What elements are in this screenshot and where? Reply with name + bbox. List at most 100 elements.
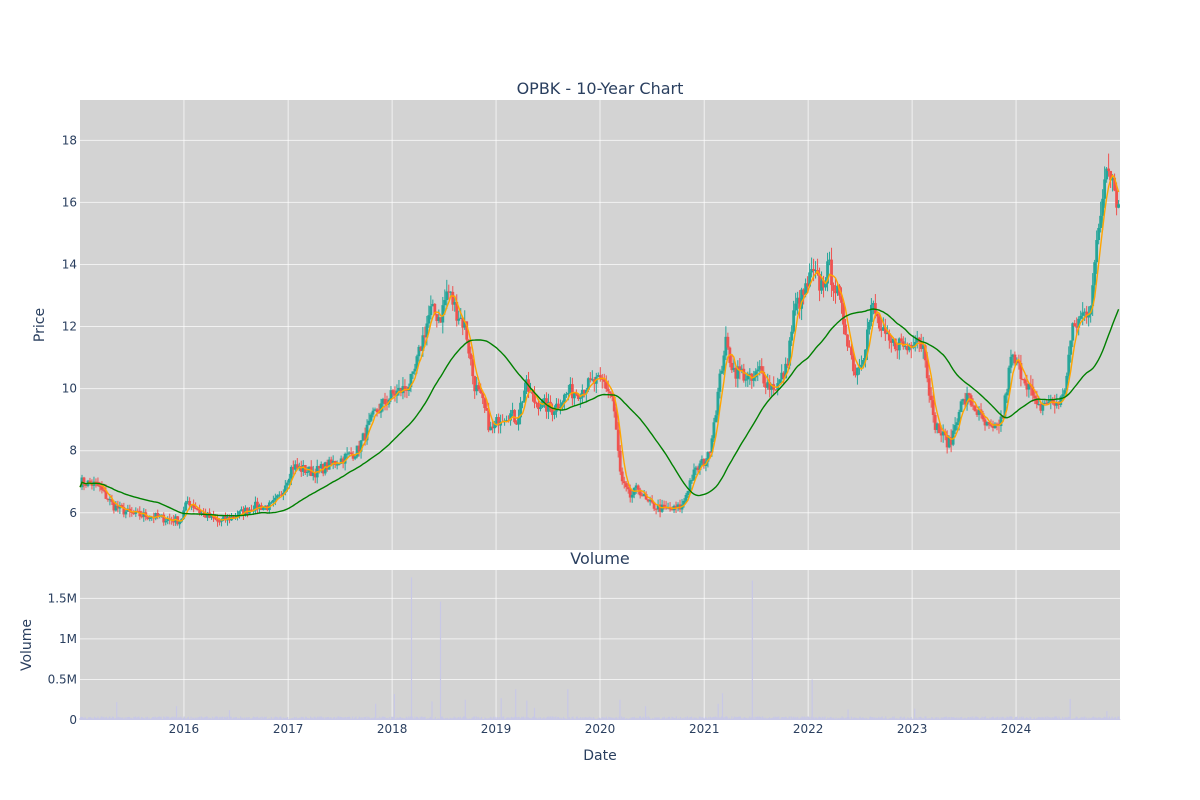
volume-bar bbox=[824, 716, 826, 720]
volume-bar bbox=[876, 718, 878, 720]
volume-bar bbox=[938, 718, 941, 720]
volume-bar bbox=[181, 717, 183, 720]
volume-bar bbox=[679, 716, 682, 720]
volume-bar bbox=[1090, 718, 1092, 720]
volume-bar bbox=[226, 716, 228, 720]
volume-bar bbox=[210, 717, 212, 720]
candle-body bbox=[877, 316, 881, 329]
candle-body bbox=[405, 389, 409, 392]
candle-body bbox=[879, 328, 883, 331]
volume-bar bbox=[250, 718, 252, 720]
volume-bar bbox=[360, 717, 362, 720]
candle-body bbox=[369, 414, 373, 421]
volume-bar bbox=[513, 717, 515, 720]
volume-bar bbox=[231, 718, 233, 720]
volume-bar bbox=[156, 718, 158, 720]
candle-body bbox=[523, 390, 526, 402]
volume-bar bbox=[826, 719, 828, 720]
volume-bar bbox=[324, 717, 326, 720]
candle-body bbox=[716, 391, 720, 416]
volume-bar bbox=[348, 716, 350, 720]
volume-bar bbox=[265, 716, 267, 720]
volume-bar bbox=[750, 718, 752, 720]
volume-bar bbox=[373, 717, 375, 720]
volume-bar bbox=[789, 716, 791, 720]
volume-bar bbox=[950, 716, 953, 720]
candle-body bbox=[445, 291, 449, 301]
volume-bar bbox=[430, 717, 432, 720]
volume-bar bbox=[173, 716, 175, 720]
candle-body bbox=[363, 433, 367, 441]
volume-bar bbox=[898, 718, 900, 720]
volume-bar bbox=[413, 718, 415, 720]
candle-body bbox=[461, 317, 465, 328]
volume-bar bbox=[818, 716, 820, 720]
volume-bar bbox=[746, 718, 748, 720]
volume-bar bbox=[191, 719, 193, 720]
volume-bar bbox=[1099, 717, 1101, 720]
volume-bar bbox=[292, 717, 294, 720]
volume-bar bbox=[450, 717, 452, 720]
candle-body bbox=[618, 450, 622, 472]
volume-bar bbox=[908, 718, 911, 720]
volume-bar bbox=[751, 580, 753, 720]
volume-bar bbox=[275, 716, 277, 720]
candle-body bbox=[413, 368, 417, 372]
volume-bar bbox=[1038, 717, 1041, 720]
volume-bar bbox=[1072, 718, 1074, 720]
candle-body bbox=[373, 409, 377, 411]
volume-bar bbox=[777, 717, 779, 720]
candle-body bbox=[84, 484, 88, 486]
volume-bar bbox=[955, 717, 958, 720]
volume-bar bbox=[779, 718, 782, 720]
candle-body bbox=[903, 346, 907, 348]
volume-bar bbox=[279, 716, 281, 720]
candle-body bbox=[856, 367, 859, 376]
candle-body bbox=[102, 489, 106, 491]
volume-bar bbox=[793, 718, 795, 720]
volume-bar bbox=[140, 716, 143, 720]
volume-bar bbox=[238, 718, 240, 720]
candle-body bbox=[828, 259, 831, 262]
volume-bar bbox=[444, 718, 446, 720]
volume-bar bbox=[128, 716, 131, 720]
volume-bar bbox=[983, 717, 985, 720]
volume-bar bbox=[785, 716, 787, 720]
volume-bar bbox=[783, 717, 785, 720]
volume-bar bbox=[365, 719, 367, 720]
volume-bar bbox=[349, 717, 351, 720]
price-tick-label: 8 bbox=[69, 444, 77, 458]
volume-bar bbox=[314, 716, 316, 720]
candle-body bbox=[630, 494, 634, 498]
volume-bar bbox=[230, 716, 232, 720]
candle-body bbox=[433, 303, 437, 315]
candle-body bbox=[921, 345, 925, 349]
volume-bar bbox=[803, 717, 805, 720]
volume-bar bbox=[557, 716, 560, 720]
volume-bar bbox=[316, 718, 318, 720]
candle-body bbox=[616, 429, 620, 451]
volume-bar bbox=[861, 718, 863, 720]
candle-body bbox=[710, 438, 714, 453]
volume-bar bbox=[303, 717, 305, 720]
volume-bar bbox=[858, 717, 860, 720]
volume-bar bbox=[451, 718, 454, 720]
candle-body bbox=[574, 393, 578, 395]
candle-body bbox=[343, 453, 347, 464]
volume-bar bbox=[301, 717, 303, 720]
candle-body bbox=[774, 389, 778, 391]
candle-body bbox=[449, 291, 453, 293]
candle-body bbox=[995, 423, 999, 425]
volume-bar bbox=[940, 717, 942, 720]
volume-bar bbox=[732, 719, 734, 720]
candle-body bbox=[525, 379, 528, 391]
volume-bar bbox=[152, 717, 154, 720]
volume-bar bbox=[668, 716, 670, 720]
volume-bar bbox=[972, 716, 974, 720]
candle-body bbox=[301, 465, 305, 472]
volume-bar bbox=[766, 717, 768, 720]
volume-bar bbox=[859, 716, 861, 720]
volume-bar bbox=[615, 717, 617, 720]
volume-bar bbox=[632, 717, 634, 720]
candle-body bbox=[690, 479, 694, 481]
